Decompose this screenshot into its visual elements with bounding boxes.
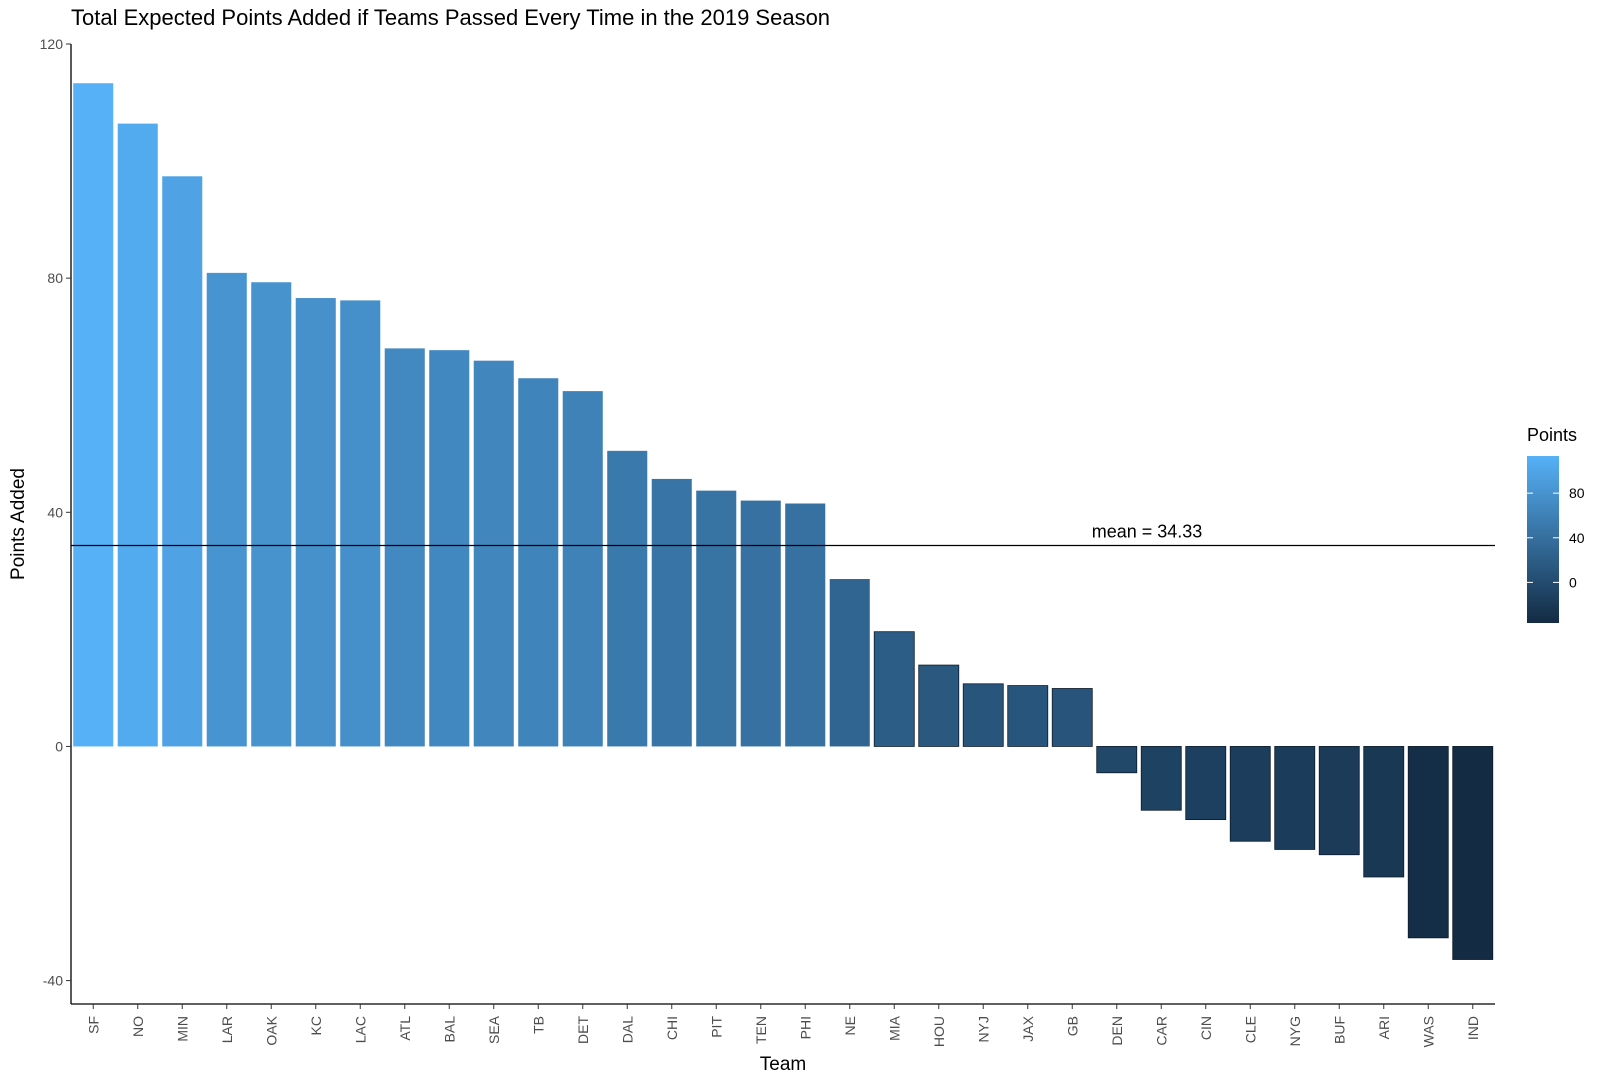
bar-cin bbox=[1185, 746, 1227, 821]
bar-chi bbox=[651, 478, 692, 747]
x-tick-label: CAR bbox=[1153, 1016, 1169, 1046]
axes: -40 0 40 80 120 SF NO MIN LAR OAK KC LAC ATL BAL SEA TB… bbox=[40, 36, 1495, 1047]
x-tick-label: CHI bbox=[664, 1016, 680, 1040]
x-tick-label: DAL bbox=[619, 1016, 635, 1043]
bar-pit bbox=[696, 490, 737, 747]
bar-det bbox=[562, 391, 603, 747]
bar-ne bbox=[829, 579, 870, 747]
legend-tick-label: 40 bbox=[1569, 530, 1585, 546]
mean-label: mean = 34.33 bbox=[1092, 521, 1203, 541]
x-tick-label: MIN bbox=[174, 1016, 190, 1042]
legend-tick-label: 80 bbox=[1569, 485, 1585, 501]
x-tick-label: ARI bbox=[1376, 1016, 1392, 1039]
x-tick-label: CLE bbox=[1242, 1016, 1258, 1043]
x-tick-label: LAC bbox=[352, 1016, 368, 1043]
bar-kc bbox=[295, 298, 336, 747]
bar-ind bbox=[1452, 746, 1494, 960]
x-tick-label: PHI bbox=[797, 1016, 813, 1039]
x-tick-label: DEN bbox=[1109, 1016, 1125, 1046]
x-tick-label: TEN bbox=[753, 1016, 769, 1044]
x-tick-label: NE bbox=[842, 1016, 858, 1035]
y-tick-label: 120 bbox=[40, 36, 64, 52]
bar-min bbox=[162, 176, 203, 747]
x-tick-label: MIA bbox=[886, 1015, 902, 1041]
bar-bal bbox=[429, 350, 470, 747]
bar-was bbox=[1407, 746, 1449, 939]
y-tick-label: 80 bbox=[47, 270, 63, 286]
x-tick-label: OAK bbox=[263, 1015, 279, 1045]
y-tick-label: -40 bbox=[43, 973, 63, 989]
x-tick-label: CIN bbox=[1198, 1016, 1214, 1040]
bar-car bbox=[1140, 746, 1182, 811]
bar-atl bbox=[384, 348, 425, 747]
x-tick-label: IND bbox=[1465, 1016, 1481, 1040]
x-tick-label: NYJ bbox=[975, 1016, 991, 1042]
bar-hou bbox=[918, 664, 960, 747]
x-tick-label: HOU bbox=[931, 1016, 947, 1047]
x-tick-label: SF bbox=[85, 1016, 101, 1034]
bar-lac bbox=[340, 300, 381, 747]
bar-ari bbox=[1363, 746, 1405, 878]
x-tick-label: BAL bbox=[441, 1016, 457, 1043]
x-tick-label: DET bbox=[575, 1016, 591, 1044]
bars: mean = 34.33 bbox=[71, 83, 1495, 960]
legend-title: Points bbox=[1527, 425, 1577, 445]
y-tick-label: 0 bbox=[55, 738, 63, 754]
chart-title: Total Expected Points Added if Teams Pas… bbox=[71, 5, 830, 30]
bar-nyg bbox=[1274, 746, 1316, 850]
bar-tb bbox=[518, 378, 559, 747]
legend-tick-label: 0 bbox=[1569, 574, 1577, 590]
bar-lar bbox=[206, 272, 247, 747]
bar-ten bbox=[740, 500, 781, 747]
x-tick-label: KC bbox=[308, 1016, 324, 1035]
x-tick-label: NO bbox=[130, 1016, 146, 1037]
bar-no bbox=[117, 123, 158, 747]
bar-jax bbox=[1007, 685, 1049, 747]
bar-nyj bbox=[962, 683, 1004, 747]
x-tick-label: NYG bbox=[1287, 1016, 1303, 1046]
x-tick-label: BUF bbox=[1331, 1016, 1347, 1044]
y-axis-title: Points Added bbox=[8, 468, 29, 580]
x-tick-label: GB bbox=[1064, 1016, 1080, 1036]
y-tick-label: 40 bbox=[47, 504, 63, 520]
bar-cle bbox=[1229, 746, 1271, 842]
x-tick-label: ATL bbox=[397, 1016, 413, 1041]
bar-phi bbox=[785, 503, 826, 747]
bar-dal bbox=[607, 450, 648, 747]
bar-mia bbox=[873, 631, 915, 747]
bar-sf bbox=[73, 83, 114, 747]
x-tick-label: JAX bbox=[1020, 1015, 1036, 1041]
bar-sea bbox=[473, 360, 514, 747]
x-axis-title: Team bbox=[760, 1054, 806, 1075]
bar-den bbox=[1096, 746, 1138, 774]
x-tick-label: WAS bbox=[1420, 1016, 1436, 1047]
bar-oak bbox=[251, 282, 292, 747]
x-tick-label: PIT bbox=[708, 1016, 724, 1038]
legend-color-bar bbox=[1527, 456, 1559, 623]
bar-gb bbox=[1051, 688, 1093, 747]
x-tick-label: SEA bbox=[486, 1015, 502, 1044]
x-tick-label: TB bbox=[530, 1016, 546, 1034]
bar-buf bbox=[1318, 746, 1360, 856]
x-tick-label: LAR bbox=[219, 1016, 235, 1043]
legend: Points 80 40 0 bbox=[1527, 425, 1585, 623]
